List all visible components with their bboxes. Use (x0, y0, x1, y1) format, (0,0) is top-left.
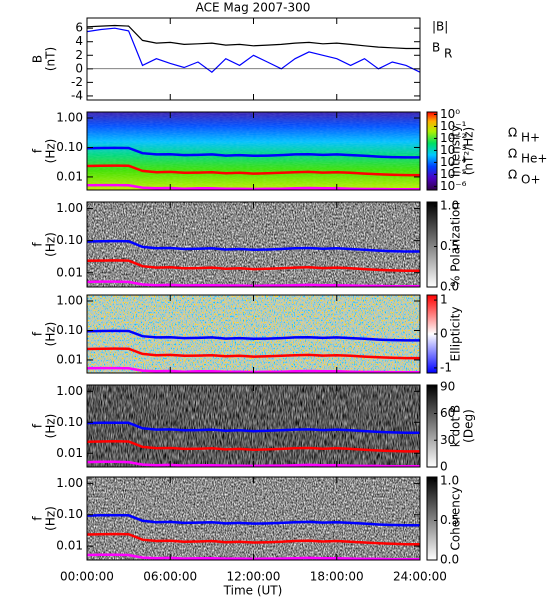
legend-subscript: R (444, 47, 452, 61)
legend-symbol: Ω (508, 168, 517, 182)
colorbar-label: (nT²/Hz) (462, 127, 476, 175)
y-axis-label: f (31, 148, 45, 153)
colorbar-label: Intensity (449, 125, 463, 177)
y-tick-label: 0.01 (56, 265, 83, 279)
y-tick-label: 6 (75, 21, 83, 35)
legend-symbol: Ω (508, 126, 517, 140)
colorbar-tick-label: 0.0 (440, 553, 459, 567)
legend-entry: B (432, 41, 440, 55)
x-axis-label: Time (UT) (223, 584, 283, 598)
series-line (87, 24, 420, 50)
colorbar-tick-label: 0.0 (440, 280, 459, 294)
y-axis-label: (Hz) (44, 506, 58, 531)
y-tick-label: -2 (71, 75, 83, 89)
y-tick-label: 1.00 (56, 294, 83, 308)
y-tick-label: 1.00 (56, 476, 83, 490)
gyrofrequency-line (87, 532, 420, 546)
legend-symbol: Ω (508, 147, 517, 161)
colorbar-tick-label: 10⁻¹ (440, 119, 467, 133)
y-axis-label: f (31, 331, 45, 336)
y-axis-label: B (31, 55, 45, 63)
legend-subscript: O+ (521, 173, 541, 187)
colorbar-tick-label: 10⁻⁴ (440, 155, 467, 169)
panel-frame (86, 17, 421, 101)
spectrogram (87, 295, 420, 373)
gyrofrequency-line (87, 347, 420, 360)
gyrofrequency-line (87, 329, 420, 342)
y-tick-label: 0.10 (56, 507, 83, 521)
y-tick-label: 1.00 (56, 111, 83, 125)
spectrogram (87, 477, 420, 560)
colorbar-tick-label: 60 (440, 406, 455, 420)
gyrofrequency-line (87, 146, 420, 159)
gyrofrequency-line (87, 513, 420, 527)
colorbar-label: % Polarization (449, 202, 463, 287)
y-axis-label: f (31, 423, 45, 428)
x-tick-label: 06:00:00 (143, 570, 197, 584)
chart-title: ACE Mag 2007-300 (196, 1, 311, 15)
y-tick-label: 4 (75, 34, 83, 48)
colorbar-label: k dot B (449, 405, 463, 447)
spectrogram (87, 385, 420, 467)
y-axis-label: (Hz) (44, 139, 58, 164)
colorbar-tick-label: 10⁻² (440, 131, 467, 145)
gyrofrequency-line (87, 259, 420, 273)
gyrofrequency-line (87, 164, 420, 177)
x-tick-label: 24:00:00 (393, 570, 447, 584)
colorbar-label: Coherency (449, 486, 463, 550)
y-tick-label: 2 (75, 48, 83, 62)
colorbar-tick-label: 10⁻⁶ (440, 179, 467, 193)
y-tick-label: 0 (75, 61, 83, 75)
colorbar (426, 476, 438, 561)
colorbar (426, 201, 438, 288)
y-tick-label: 0.01 (56, 539, 83, 553)
colorbar (426, 111, 438, 191)
y-axis-label: f (31, 516, 45, 521)
x-tick-label: 18:00:00 (310, 570, 364, 584)
colorbar-tick-label: 0 (440, 460, 448, 474)
y-tick-label: 0.10 (56, 323, 83, 337)
colorbar-tick-label: -1 (440, 360, 452, 374)
y-axis-label: (nT) (44, 47, 58, 71)
colorbar-tick-label: 0 (440, 327, 448, 341)
legend-subscript: He+ (521, 152, 547, 166)
y-axis-label: (Hz) (44, 232, 58, 257)
legend-entry: |B| (432, 20, 448, 34)
gyrofrequency-line (87, 440, 420, 453)
colorbar-tick-label: 10⁻³ (440, 143, 467, 157)
y-tick-label: 0.01 (56, 446, 83, 460)
colorbar-tick-label: 30 (440, 433, 455, 447)
y-tick-label: 0.01 (56, 169, 83, 183)
y-tick-label: 0.10 (56, 415, 83, 429)
colorbar-tick-label: 10⁻⁵ (440, 167, 467, 181)
gyrofrequency-line (87, 239, 420, 253)
series-line (87, 27, 420, 73)
legend-subscript: H+ (521, 131, 540, 145)
colorbar-tick-label: 10⁰ (440, 107, 460, 121)
y-tick-label: 1.00 (56, 201, 83, 215)
y-tick-label: 1.00 (56, 384, 83, 398)
colorbar-label: (Deg) (462, 409, 476, 443)
y-tick-label: 0.10 (56, 140, 83, 154)
y-axis-label: (Hz) (44, 322, 58, 347)
y-tick-label: 0.10 (56, 233, 83, 247)
colorbar-label: Ellipticity (449, 307, 463, 362)
colorbar-tick-label: 0.5 (440, 513, 459, 527)
gyrofrequency-line (87, 421, 420, 434)
colorbar-tick-label: 0.5 (440, 239, 459, 253)
y-axis-label: f (31, 242, 45, 247)
y-axis-label: (Hz) (44, 414, 58, 439)
spectrogram-texture (87, 112, 420, 190)
colorbar (426, 384, 438, 468)
colorbar-tick-label: 90 (440, 379, 455, 393)
colorbar-tick-label: 1 (440, 293, 448, 307)
x-tick-label: 12:00:00 (227, 570, 281, 584)
x-tick-label: 00:00:00 (60, 570, 114, 584)
y-tick-label: 0.01 (56, 352, 83, 366)
y-tick-label: -4 (71, 88, 83, 102)
spectrogram (87, 202, 420, 287)
colorbar-tick-label: 1.0 (440, 199, 459, 213)
colorbar-tick-label: 1.0 (440, 473, 459, 487)
